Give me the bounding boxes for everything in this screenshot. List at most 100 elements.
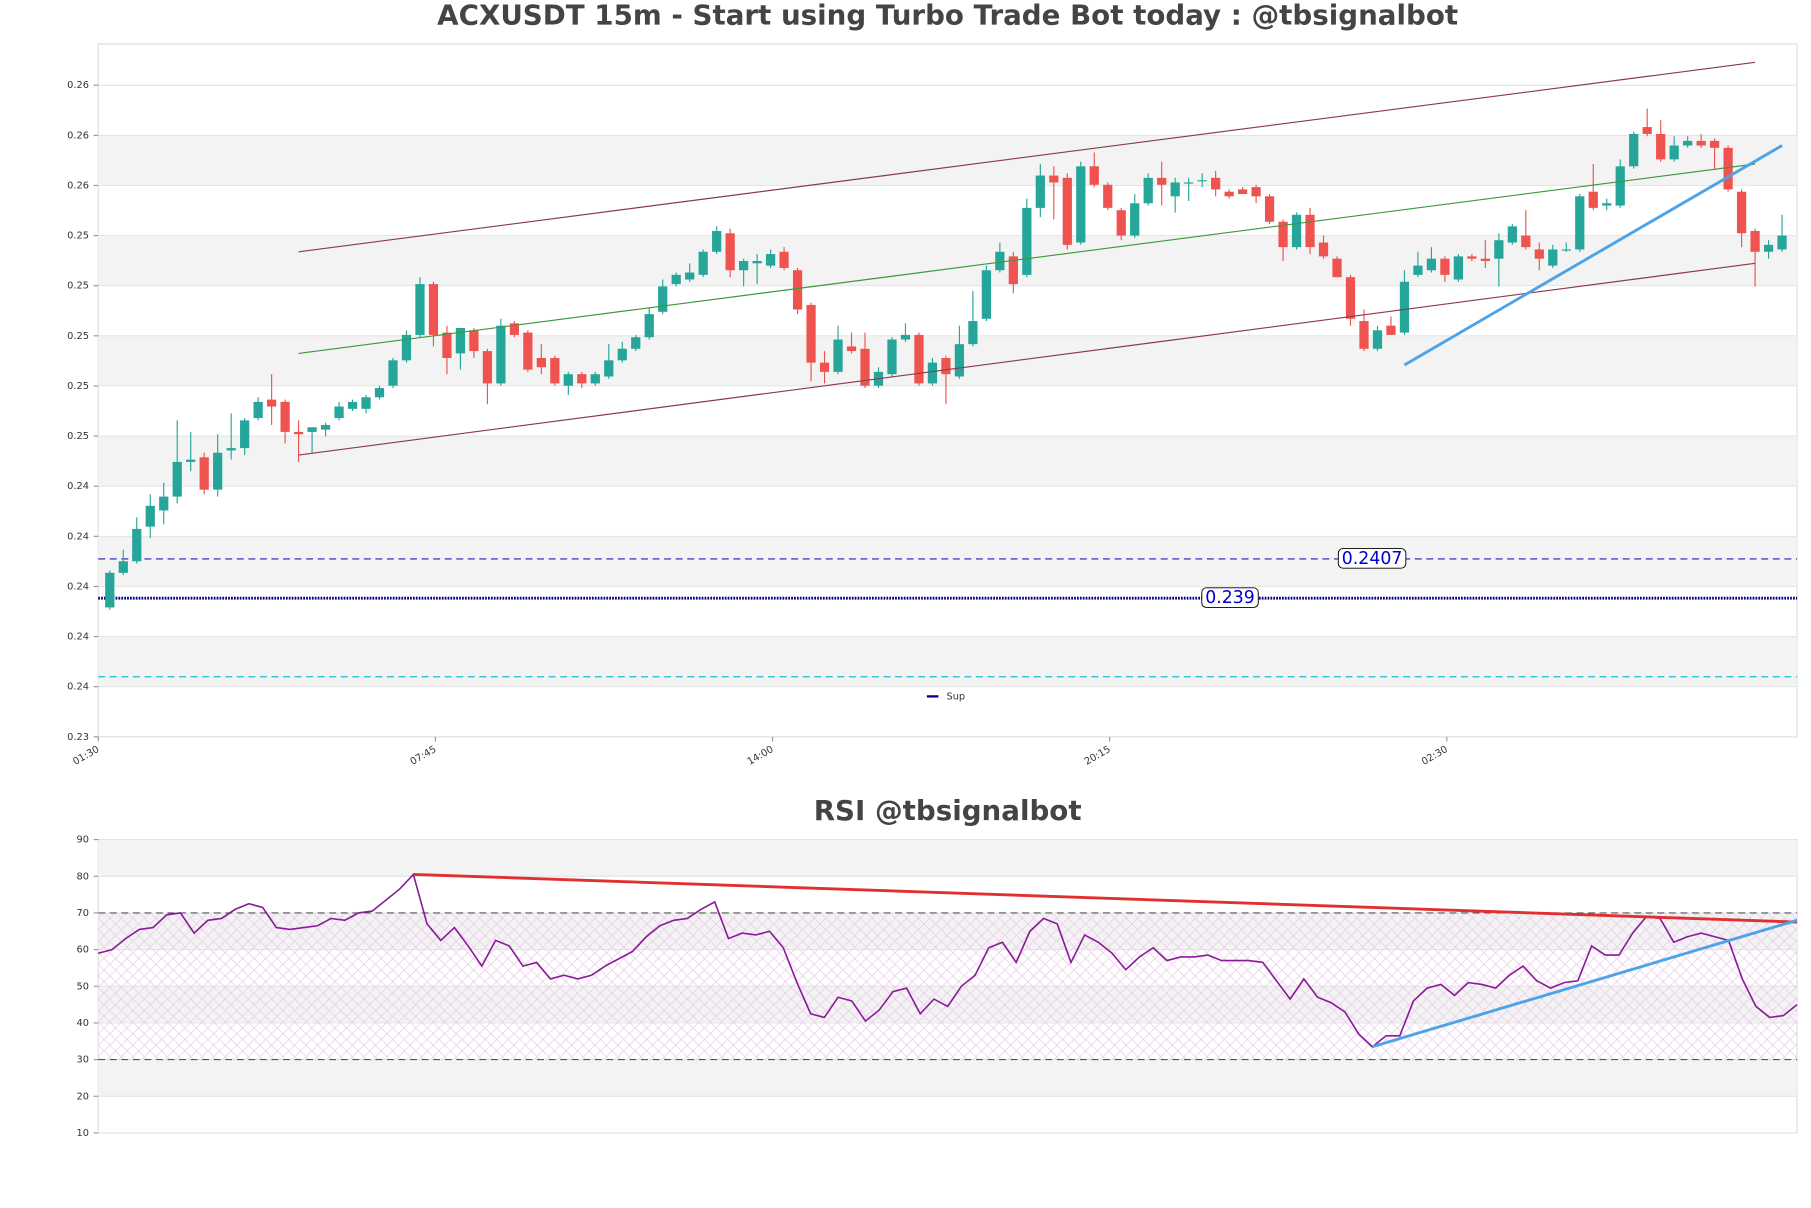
candle-body [685, 272, 695, 280]
candle-body [1008, 256, 1018, 285]
y-tick-label: 0.26 [67, 80, 89, 91]
trend-line [413, 872, 1798, 924]
y-tick-label: 0.25 [67, 231, 89, 242]
rsi-line [98, 872, 1798, 1048]
y-tick-label: 0.26 [67, 130, 89, 141]
candle-body [1642, 127, 1652, 134]
candle-body [509, 323, 519, 335]
value-label: 0.2407 [1342, 549, 1403, 569]
candle-body [172, 461, 182, 497]
candle-body [590, 374, 600, 384]
candle-body [267, 399, 277, 407]
candle-body [307, 427, 317, 432]
candle-body [1696, 140, 1706, 146]
candle-body [739, 261, 749, 271]
candle-body [226, 448, 236, 451]
candle-body [159, 496, 169, 511]
candle-body [1049, 175, 1059, 183]
y-tick-label: 90 [77, 835, 89, 846]
candle-body [631, 337, 641, 349]
candle-body [1750, 230, 1760, 252]
candle-body [550, 358, 560, 384]
candle-body [1494, 240, 1504, 259]
grid-band [98, 135, 1798, 186]
y-tick-label: 50 [77, 981, 89, 992]
candle-body [1264, 196, 1275, 222]
candle-body [374, 388, 385, 398]
candle-body [577, 374, 587, 384]
chart-title: ACXUSDT 15m - Start using Turbo Trade Bo… [437, 0, 1458, 31]
candle-body [658, 286, 668, 312]
candle-body [132, 528, 142, 562]
candle-body [1467, 256, 1477, 259]
candle-body [1076, 166, 1086, 243]
candle-body [941, 358, 951, 375]
candle-body [1575, 196, 1585, 250]
candle-body [1507, 226, 1517, 243]
candle-body [1615, 166, 1625, 206]
candle-body [415, 284, 425, 335]
candle-body [1426, 258, 1437, 271]
candle-body [1332, 258, 1342, 278]
candle-body [388, 360, 398, 386]
candle-body [1359, 321, 1369, 349]
candle-body [334, 406, 344, 419]
candle-body [536, 358, 546, 368]
candle-body [1197, 180, 1207, 182]
grid-band [98, 536, 1798, 587]
candle-body [455, 327, 466, 354]
candle-body [1548, 249, 1558, 266]
candle-body [860, 348, 870, 386]
candle-body [1318, 242, 1329, 257]
grid-band [98, 636, 1798, 687]
candle-body [401, 334, 412, 361]
value-label-box [1201, 587, 1259, 608]
candle-body [280, 401, 290, 432]
rsi-zone [98, 912, 1798, 1060]
candle-body [1022, 207, 1032, 275]
candle-body [213, 452, 223, 490]
candle-body [604, 360, 614, 377]
candle-body [1291, 214, 1302, 248]
candle-body [320, 424, 331, 430]
candle-body [1184, 182, 1194, 184]
y-tick-label: 0.25 [67, 281, 89, 292]
candle-body [644, 314, 654, 338]
candle-body [496, 325, 506, 384]
candle-body [523, 332, 533, 370]
y-tick-label: 0.24 [67, 682, 89, 693]
candle-body [361, 397, 371, 409]
candle-body [1035, 175, 1045, 208]
trend-line [1371, 918, 1798, 1049]
candle-body [1669, 145, 1679, 160]
candle-body [671, 274, 681, 285]
trend-line [298, 163, 1756, 354]
candle-body [1480, 258, 1490, 262]
candle-body [1521, 235, 1531, 248]
candle-body [981, 270, 991, 319]
candle-body [1386, 325, 1396, 335]
candle-body [954, 344, 965, 377]
candle-body [145, 505, 155, 527]
candle-body [118, 561, 128, 573]
candle-body [617, 348, 627, 361]
candle-body [900, 334, 911, 340]
candle-body [1723, 147, 1733, 190]
candle-body [253, 401, 263, 419]
candle-body [1534, 249, 1544, 259]
candle-body [105, 572, 115, 608]
candle-body [428, 284, 439, 335]
candle-body [927, 362, 938, 384]
candle-body [846, 346, 857, 352]
candle-body [806, 304, 816, 363]
y-tick-label: 0.24 [67, 481, 89, 492]
candle-body [1143, 177, 1153, 204]
y-tick-label: 40 [77, 1018, 89, 1029]
candle-body [1683, 140, 1693, 146]
candle-body [1399, 281, 1410, 333]
legend-label: Sup [946, 691, 965, 702]
candle-body [819, 362, 830, 372]
candle-body [199, 457, 209, 490]
y-tick-label: 10 [77, 1128, 89, 1139]
candle-body [752, 261, 762, 264]
